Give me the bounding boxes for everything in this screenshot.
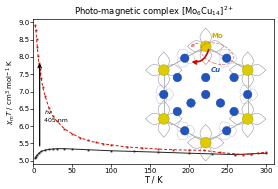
Circle shape: [160, 90, 168, 99]
Circle shape: [202, 90, 210, 99]
Circle shape: [222, 54, 231, 62]
Text: $e^-$: $e^-$: [190, 42, 201, 50]
Circle shape: [173, 107, 182, 116]
Text: Mo: Mo: [211, 33, 223, 39]
Circle shape: [244, 90, 252, 99]
Circle shape: [187, 99, 195, 107]
Circle shape: [158, 113, 169, 124]
Circle shape: [222, 127, 231, 135]
Circle shape: [230, 73, 238, 82]
Circle shape: [242, 65, 253, 76]
FancyArrowPatch shape: [193, 50, 208, 64]
Circle shape: [216, 99, 225, 107]
Circle shape: [242, 113, 253, 124]
Circle shape: [230, 107, 238, 116]
Circle shape: [173, 73, 182, 82]
Title: Photo-magnetic complex [Mo$_6$Cu$_{14}$]$^{2+}$: Photo-magnetic complex [Mo$_6$Cu$_{14}$]…: [73, 4, 234, 19]
Circle shape: [180, 127, 189, 135]
Circle shape: [202, 73, 210, 82]
Text: Cu: Cu: [210, 67, 220, 73]
Circle shape: [180, 54, 189, 62]
Text: $hv$
405 nm: $hv$ 405 nm: [44, 108, 68, 123]
Y-axis label: $\chi_m T$ / cm$^3$ mol$^{-1}$ K: $\chi_m T$ / cm$^3$ mol$^{-1}$ K: [4, 58, 17, 125]
Circle shape: [200, 41, 211, 52]
X-axis label: T / K: T / K: [144, 176, 163, 185]
Circle shape: [158, 65, 169, 76]
Circle shape: [200, 137, 211, 148]
